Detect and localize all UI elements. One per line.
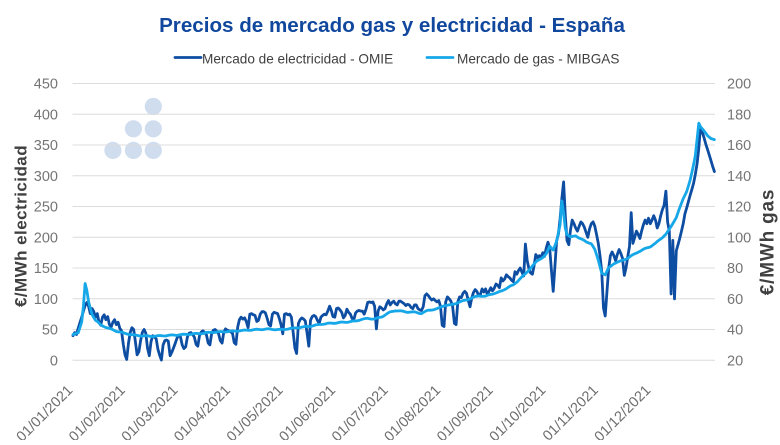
svg-text:20: 20	[727, 354, 743, 370]
svg-text:Mercado de electricidad - OMIE: Mercado de electricidad - OMIE	[202, 52, 393, 67]
svg-text:200: 200	[34, 231, 58, 247]
svg-text:350: 350	[34, 138, 58, 154]
svg-text:€/MWh gas: €/MWh gas	[758, 189, 779, 295]
svg-text:160: 160	[727, 138, 751, 154]
svg-text:180: 180	[727, 108, 751, 124]
svg-text:140: 140	[727, 169, 751, 185]
svg-text:100: 100	[34, 292, 58, 308]
svg-text:120: 120	[727, 200, 751, 216]
svg-text:€/MWh electricidad: €/MWh electricidad	[12, 145, 31, 307]
svg-text:0: 0	[50, 354, 58, 370]
svg-text:40: 40	[727, 323, 743, 339]
svg-text:400: 400	[34, 108, 58, 124]
svg-text:Precios de mercado gas y elect: Precios de mercado gas y electricidad - …	[159, 14, 625, 37]
svg-text:Mercado de gas - MIBGAS: Mercado de gas - MIBGAS	[457, 52, 619, 67]
svg-text:150: 150	[34, 261, 58, 277]
svg-text:80: 80	[727, 261, 743, 277]
svg-text:60: 60	[727, 292, 743, 308]
svg-text:50: 50	[42, 323, 58, 339]
svg-text:250: 250	[34, 200, 58, 216]
svg-text:300: 300	[34, 169, 58, 185]
svg-text:200: 200	[727, 77, 751, 93]
svg-text:100: 100	[727, 231, 751, 247]
svg-text:450: 450	[34, 77, 58, 93]
